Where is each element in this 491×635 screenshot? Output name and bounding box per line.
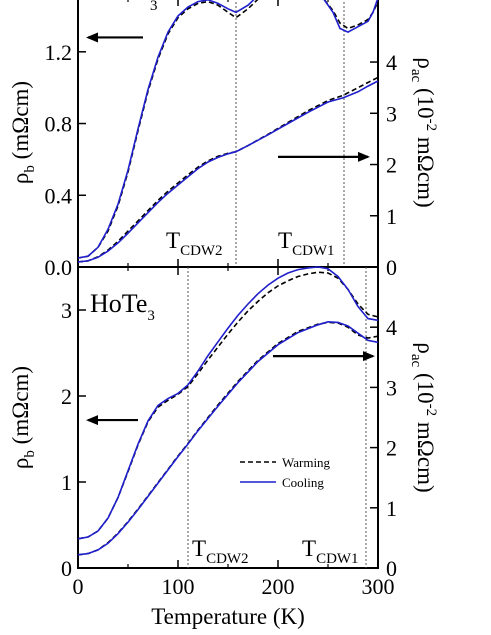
bottom-legend-label-warming: Warming [282,455,331,470]
bottom-ytick-right-label-2: 2 [386,436,397,461]
bottom-ytick-left-label-1: 1 [61,470,72,495]
top-ytick-right-label-1: 1 [386,204,397,229]
bottom-ytick-left-label-3: 3 [61,298,72,323]
bottom-series-right-solid-line [77,320,379,556]
bottom-xlabel: Temperature (K) [151,604,305,629]
top-ylabel-left: ρb (mΩcm) [8,81,38,184]
bottom-ytick-left-label-0: 0 [61,556,72,581]
top-annotation-cdw1: TCDW1 [278,228,335,259]
bottom-xtick-label-100: 100 [162,574,195,599]
bottom-series-right-dashed-line [77,321,379,556]
top-ytick-right-label-0: 0 [386,255,397,280]
top-ytick-left-label-0.0: 0.0 [45,255,73,280]
top-plot-frame [77,0,379,268]
top-sample-label-fragment: 3 [150,0,158,14]
top-ytick-right-label-2: 2 [386,153,397,178]
bottom-xtick-label-300: 300 [362,574,395,599]
bottom-xtick-label-0: 0 [73,574,84,599]
top-series-left-solid-line [77,0,379,259]
bottom-legend-label-cooling: Cooling [282,475,324,490]
bottom-sample-label: HoTe3 [90,289,155,324]
bottom-annotation-cdw2: TCDW2 [192,536,249,567]
bottom-ytick-right-label-0: 0 [386,556,397,581]
top-series-right-solid-line [77,80,379,263]
top-ytick-right-label-3: 3 [386,101,397,126]
bottom-ylabel-left: ρb (mΩcm) [8,366,38,469]
top-panel: 0.0 0.4 0.8 1.2 0 1 2 3 4 TCDW2 TCDW1 ρb (mΩcm) ρac … [8,0,439,280]
top-ytick-left-label-1.2: 1.2 [45,40,73,65]
top-ylabel-right: ρac (10-2 mΩcm) [408,57,439,207]
bottom-annotation-cdw1: TCDW1 [302,536,359,567]
bottom-ytick-left-label-2: 2 [61,384,72,409]
bottom-ytick-right-label-4: 4 [386,315,397,340]
top-annotation-cdw2: TCDW2 [166,228,223,259]
bottom-xtick-label-200: 200 [262,574,295,599]
bottom-ytick-right-label-3: 3 [386,375,397,400]
top-series-right-dashed-line [77,76,379,263]
top-ytick-left-label-0.8: 0.8 [45,112,73,137]
top-ytick-right-label-4: 4 [386,50,397,75]
bottom-ylabel-right: ρac (10-2 mΩcm) [408,342,439,492]
bottom-ytick-right-label-1: 1 [386,496,397,521]
top-series-left-dashed-line [77,0,379,259]
bottom-series-left-solid-line [77,266,379,540]
top-ytick-left-label-0.4: 0.4 [45,183,73,208]
